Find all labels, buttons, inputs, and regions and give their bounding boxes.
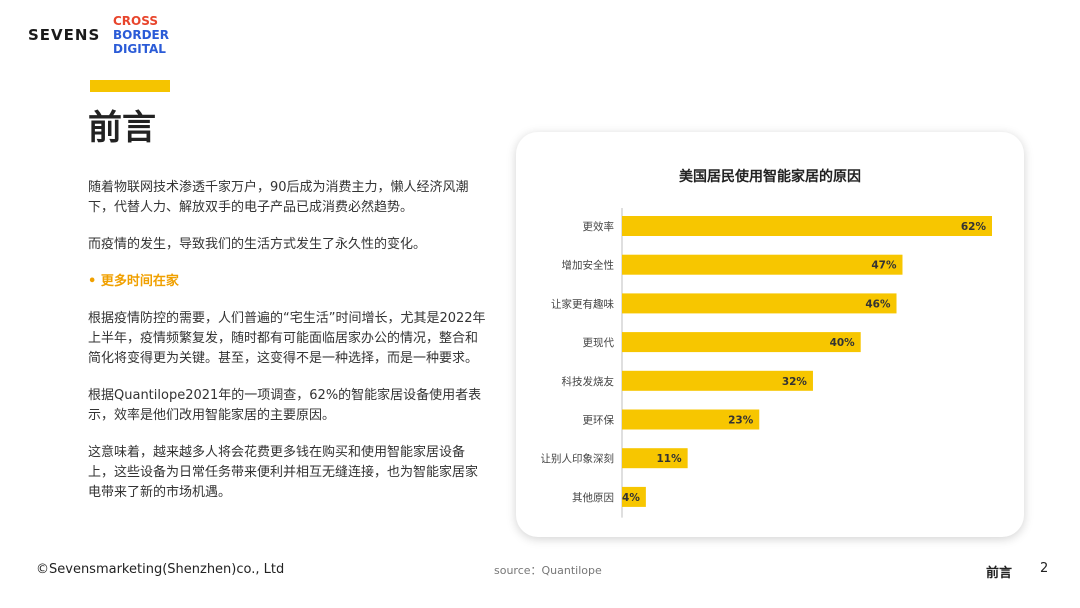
value-label: 23% [728, 415, 754, 427]
bar [622, 486, 646, 507]
category-label: 更环保 [583, 414, 615, 427]
page-number: 2 [1040, 561, 1049, 576]
brand-sub-line-1: CROSS [113, 14, 158, 28]
value-label: 62% [961, 221, 987, 233]
paragraph-5: 这意味着，越来越多人将会花费更多钱在购买和使用智能家居设备上，这些设备为日常任务… [88, 445, 479, 500]
bar [622, 332, 861, 353]
footer-section-title: 前言 [986, 566, 1013, 581]
value-label: 47% [871, 260, 897, 272]
bar-chart: 更效率 62% 增加安全性 47% 让家更有趣味 46% 更现代 40% 科技发烧友 32% 更环保… [541, 208, 992, 518]
bar [622, 409, 760, 430]
value-label: 32% [782, 376, 808, 388]
brand-sub-line-3: DIGITAL [113, 42, 166, 56]
paragraph-2: 而疫情的发生，导致我们的生活方式发生了永久性的变化。 [88, 237, 427, 252]
category-label: 让家更有趣味 [551, 297, 614, 310]
brand-name: SEVENS [28, 26, 101, 44]
copyright: ©Sevensmarketing(Shenzhen)co., Ltd [36, 562, 285, 577]
category-label: 科技发烧友 [562, 375, 615, 388]
chart-title: 美国居民使用智能家居的原因 [679, 169, 861, 185]
bar [622, 216, 992, 236]
category-label: 更效率 [583, 220, 615, 233]
brand-sub: CROSS BORDER DIGITAL [113, 14, 169, 56]
category-label: 其他原因 [572, 491, 614, 504]
category-label: 让别人印象深刻 [541, 452, 615, 465]
category-label: 增加安全性 [562, 259, 615, 272]
bar [622, 293, 897, 314]
subheading: • 更多时间在家 [88, 274, 179, 289]
title-accent-bar [90, 80, 170, 92]
value-label: 40% [830, 337, 856, 349]
bar [622, 254, 903, 275]
brand-sub-line-2: BORDER [113, 28, 169, 42]
bar [622, 370, 813, 391]
chart-card: 美国居民使用智能家居的原因 更效率 62% 增加安全性 47% 让家更有趣味 46% 更现代… [516, 132, 1024, 537]
bar [622, 448, 688, 469]
paragraph-3: 根据疫情防控的需要，人们普遍的“宅生活”时间增长，尤其是2022年上半年，疫情频… [88, 311, 486, 366]
page-title: 前言 [88, 108, 156, 148]
paragraph-1: 随着物联网技术渗透千家万户，90后成为消费主力，懒人经济风潮下，代替人力、解放双… [88, 180, 469, 215]
source-note: source：Quantilope [494, 564, 602, 577]
intro-text: 随着物联网技术渗透千家万户，90后成为消费主力，懒人经济风潮下，代替人力、解放双… [88, 178, 488, 520]
value-label: 11% [657, 453, 683, 465]
value-label: 46% [865, 298, 891, 310]
paragraph-4: 根据Quantilope2021年的一项调查，62%的智能家居设备使用者表示，效… [88, 388, 482, 423]
category-label: 更现代 [583, 337, 615, 349]
value-label: 4% [622, 492, 640, 504]
